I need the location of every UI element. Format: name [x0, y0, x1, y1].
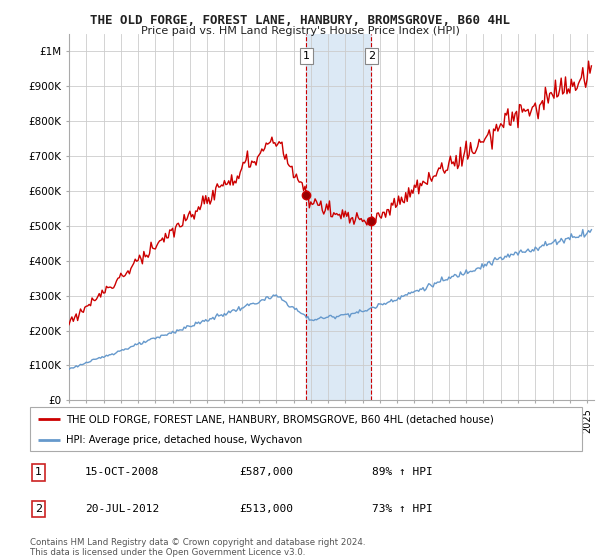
Text: £513,000: £513,000: [240, 504, 294, 514]
Text: 15-OCT-2008: 15-OCT-2008: [85, 468, 160, 478]
Text: Price paid vs. HM Land Registry's House Price Index (HPI): Price paid vs. HM Land Registry's House …: [140, 26, 460, 36]
Bar: [307, 34, 371, 400]
Text: £587,000: £587,000: [240, 468, 294, 478]
Text: 89% ↑ HPI: 89% ↑ HPI: [372, 468, 433, 478]
Text: 1: 1: [303, 51, 310, 61]
Text: THE OLD FORGE, FOREST LANE, HANBURY, BROMSGROVE, B60 4HL (detached house): THE OLD FORGE, FOREST LANE, HANBURY, BRO…: [66, 414, 494, 424]
Text: 73% ↑ HPI: 73% ↑ HPI: [372, 504, 433, 514]
Text: THE OLD FORGE, FOREST LANE, HANBURY, BROMSGROVE, B60 4HL: THE OLD FORGE, FOREST LANE, HANBURY, BRO…: [90, 14, 510, 27]
Text: Contains HM Land Registry data © Crown copyright and database right 2024.
This d: Contains HM Land Registry data © Crown c…: [30, 538, 365, 557]
Text: HPI: Average price, detached house, Wychavon: HPI: Average price, detached house, Wych…: [66, 435, 302, 445]
Text: 20-JUL-2012: 20-JUL-2012: [85, 504, 160, 514]
FancyBboxPatch shape: [30, 407, 582, 451]
Text: 1: 1: [35, 468, 42, 478]
Text: 2: 2: [35, 504, 42, 514]
Text: 2: 2: [368, 51, 375, 61]
